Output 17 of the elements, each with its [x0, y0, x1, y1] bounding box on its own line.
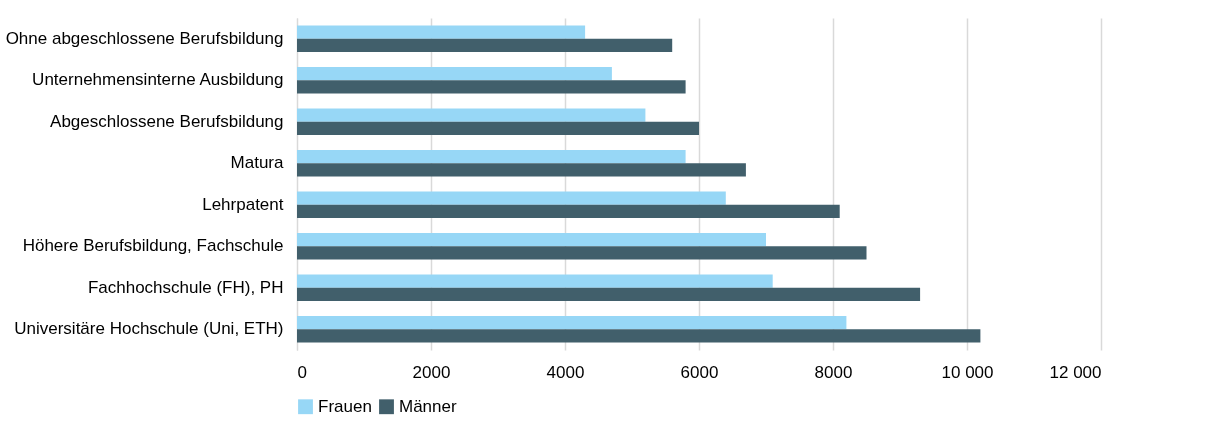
- y-tick-label: Matura: [230, 153, 285, 173]
- legend-label: Männer: [399, 396, 457, 416]
- x-tick-label: 4000: [546, 362, 585, 382]
- legend-label: Frauen: [318, 396, 372, 416]
- x-tick-label: 12 000: [1049, 362, 1102, 382]
- y-tick-label: Universitäre Hochschule (Uni, ETH): [14, 319, 284, 339]
- y-tick-label: Unternehmensinterne Ausbildung: [32, 70, 284, 90]
- x-tick-label: 0: [297, 362, 307, 382]
- y-tick-label: Fachhochschule (FH), PH: [87, 277, 284, 297]
- x-tick-label: 6000: [680, 362, 719, 382]
- y-tick-label: Höhere Berufsbildung, Fachschule: [22, 236, 284, 256]
- y-tick-label: Lehrpatent: [202, 194, 284, 214]
- x-tick-label: 10 000: [941, 362, 994, 382]
- x-tick-label: 8000: [814, 362, 853, 382]
- y-tick-label: Ohne abgeschlossene Berufsbildung: [5, 28, 284, 48]
- y-tick-label: Abgeschlossene Berufsbildung: [50, 111, 284, 131]
- x-tick-label: 2000: [412, 362, 451, 382]
